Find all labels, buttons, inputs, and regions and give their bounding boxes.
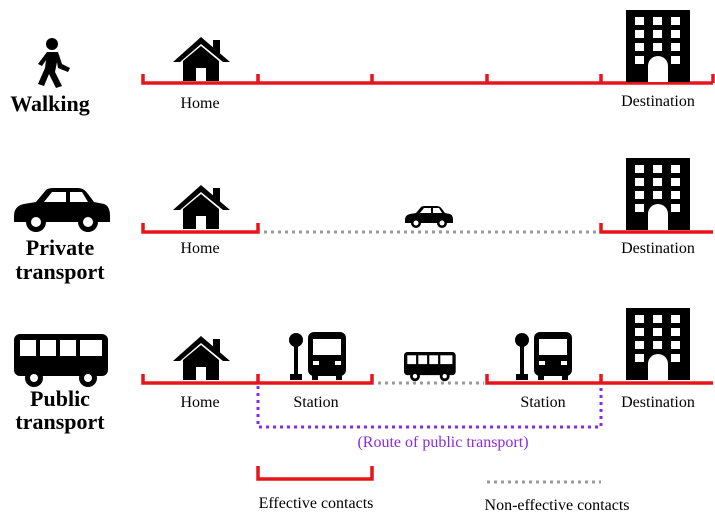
walking-line — [141, 74, 715, 85]
mode-label: Public — [30, 386, 90, 411]
mode-label: Walking — [10, 91, 89, 116]
house-icon — [173, 336, 230, 380]
small-bus-icon — [404, 352, 456, 382]
point-label: Home — [180, 95, 219, 112]
station-icon — [515, 332, 572, 380]
legend-label: Non-effective contacts — [485, 497, 630, 514]
building-icon — [626, 308, 690, 380]
car-icon — [14, 188, 110, 232]
point-label: Home — [180, 240, 219, 257]
point-label: Destination — [621, 93, 695, 110]
legend-effective-mark — [256, 466, 374, 481]
mode-label: transport — [15, 409, 105, 434]
mode-label: transport — [15, 259, 105, 284]
legend-label: Effective contacts — [259, 495, 374, 512]
point-label: Destination — [621, 394, 695, 411]
private-line — [141, 223, 713, 234]
small-car-icon — [405, 206, 453, 228]
point-label: Home — [180, 394, 219, 411]
public-line — [141, 374, 713, 429]
walking-icon — [38, 38, 70, 88]
route-label: (Route of public transport) — [357, 434, 528, 451]
bus-icon — [14, 334, 108, 387]
building-icon — [626, 158, 690, 230]
station-icon — [289, 332, 346, 380]
building-icon — [626, 10, 690, 82]
point-label: Station — [293, 394, 338, 411]
point-label: Destination — [621, 240, 695, 257]
house-icon — [173, 37, 230, 81]
mode-label: Private — [26, 235, 95, 260]
point-label: Station — [520, 394, 565, 411]
house-icon — [173, 185, 230, 229]
